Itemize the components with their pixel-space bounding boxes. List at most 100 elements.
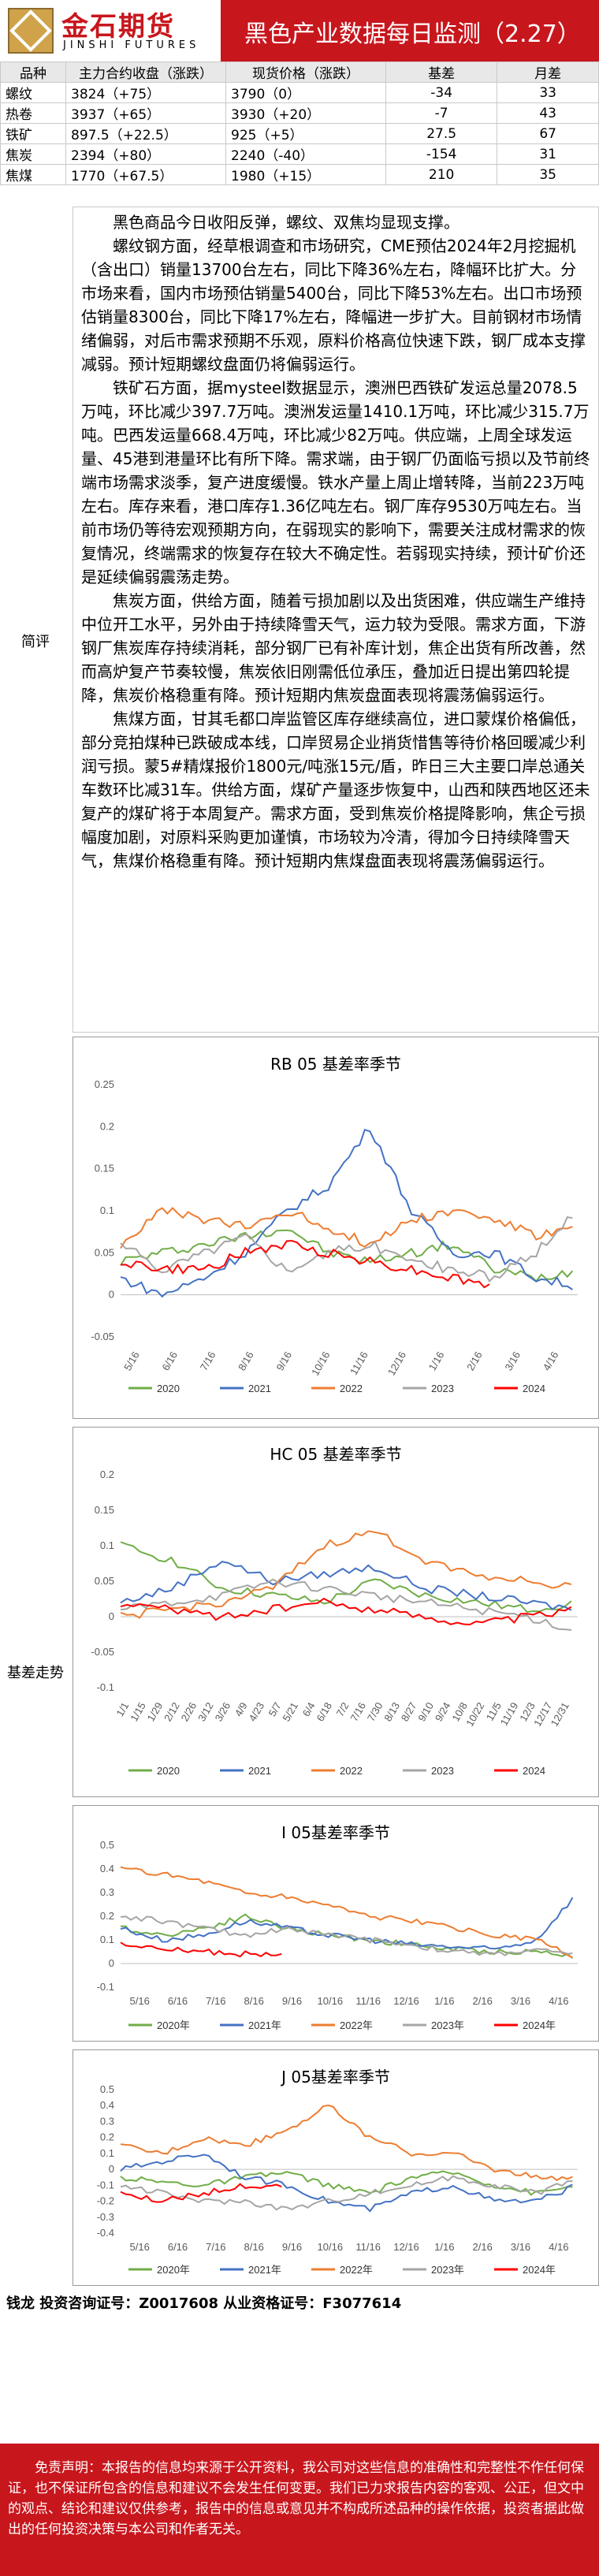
logo-mark-icon: [8, 8, 54, 54]
summary-paragraph: 铁矿石方面，据mysteel数据显示，澳洲巴西铁矿发运总量2078.5万吨，环比…: [81, 378, 590, 586]
x-tick-label: 1/16: [434, 2241, 454, 2253]
chart-i05: I 05基差率季节 -0.1 0 0.1 0.2 0.3 0.4 0.5 5/16 6/16 7/…: [73, 1805, 599, 2042]
x-tick-label: 4/23: [247, 1700, 267, 1723]
table-cell: -7: [385, 102, 498, 124]
summary-commentary: 黑色商品今日收阳反弹，螺纹、双焦均显现支撑。 螺纹钢方面，经草根调查和市场研究，…: [73, 207, 599, 1033]
y-tick-label: 0.5: [100, 1839, 114, 1851]
x-tick-label: 7/16: [206, 1995, 225, 2007]
legend-label: 2020: [157, 1765, 180, 1777]
series-line-2020: [120, 1541, 572, 1614]
y-tick-label: 0.3: [100, 1886, 114, 1898]
summary-paragraph: 螺纹钢方面，经草根调查和市场研究，CME预估2024年2月挖掘机（含出口）销量1…: [81, 236, 586, 374]
series-line-2024: [120, 1597, 572, 1626]
table-row: 热卷 3937（+65） 3930（+20） -7 43: [0, 102, 599, 124]
series-line-2020年: [120, 2170, 573, 2196]
legend-label: 2021: [248, 1383, 271, 1394]
x-tick-label: 5/16: [121, 1349, 142, 1372]
summary-paragraph: 焦炭方面，供给方面，随着亏损加剧以及出货困难，供应端生产维持中位开工水平，另外由…: [81, 591, 586, 705]
table-cell: 210: [385, 164, 498, 185]
x-tick-label: 6/18: [314, 1700, 334, 1723]
legend-label: 2022年: [340, 2264, 373, 2276]
table-cell: 3824（+75）: [65, 82, 226, 103]
y-tick-label: 0.4: [100, 2099, 114, 2111]
x-tick-label: 11/16: [355, 2241, 381, 2253]
table-cell: 35: [497, 164, 599, 185]
x-tick-label: 12/16: [393, 1995, 419, 2007]
header-bar: 金石期货 JINSHI FUTURES 黑色产业数据每日监测（2.27）: [0, 0, 599, 61]
y-tick-label: 0: [109, 2163, 114, 2175]
chart-rb05-svg: -0.05 0 0.05 0.1 0.15 0.2 0.25 5/16 6/16 7/16 8/16…: [91, 1078, 578, 1394]
x-tick-label: 3/16: [502, 1349, 523, 1372]
x-tick-label: 12/16: [393, 2241, 419, 2253]
logo-text-cn: 金石期货: [61, 11, 175, 43]
x-tick-label: 2/26: [179, 1700, 199, 1723]
legend-label: 2024年: [523, 2019, 556, 2031]
y-tick-label: -0.4: [97, 2227, 114, 2239]
legend-label: 2024: [523, 1383, 545, 1394]
series-line-2021: [120, 1561, 572, 1611]
table-cell: 33: [497, 82, 599, 103]
summary-paragraph: 黑色商品今日收阳反弹，螺纹、双焦均显现支撑。: [113, 213, 459, 232]
y-tick-label: 0: [109, 1957, 114, 1969]
x-tick-label: 12/16: [385, 1349, 408, 1378]
disclaimer: 免责声明：本报告的信息均来源于公开资料，我公司对这些信息的准确性和完整性不作任何…: [0, 2444, 599, 2576]
legend-label: 2024: [523, 1765, 545, 1777]
quote-table-header: 品种 主力合约收盘（涨跌） 现货价格（涨跌） 基差 月差: [0, 61, 599, 83]
x-tick-label: 3/12: [195, 1700, 216, 1723]
y-tick-label: -0.2: [97, 2195, 114, 2207]
table-cell: 1770（+67.5）: [65, 164, 226, 185]
table-row: 焦炭 2394（+80） 2240（-40） -154 31: [0, 143, 599, 165]
y-tick-label: 0.05: [95, 1575, 114, 1587]
x-tick-label: 8/13: [381, 1700, 402, 1723]
x-tick-label: 3/26: [213, 1700, 233, 1723]
series-line-2024: [120, 1240, 490, 1289]
legend-label: 2024年: [523, 2264, 556, 2276]
table-cell: 3790（0）: [225, 82, 386, 103]
x-tick-label: 5/21: [281, 1700, 301, 1723]
y-tick-label: -0.05: [91, 1331, 114, 1342]
x-tick-label: 8/16: [236, 1349, 256, 1372]
y-tick-label: 0.15: [95, 1163, 114, 1174]
x-tick-label: 10/16: [318, 2241, 344, 2253]
series-line-2024年: [120, 1941, 282, 1958]
y-tick-label: 0.15: [95, 1504, 114, 1516]
legend-label: 2022年: [340, 2019, 373, 2031]
y-tick-label: 0.1: [100, 2147, 114, 2159]
table-row: 铁矿 897.5（+22.5） 925（+5） 27.5 67: [0, 123, 599, 144]
table-cell: 螺纹: [0, 82, 66, 103]
table-cell: 925（+5）: [225, 123, 386, 144]
quote-table: 品种 主力合约收盘（涨跌） 现货价格（涨跌） 基差 月差 螺纹 3824（+75…: [0, 61, 599, 185]
legend-label: 2021年: [248, 2019, 281, 2031]
table-cell: 3930（+20）: [225, 102, 386, 124]
y-tick-label: 0.1: [100, 1934, 114, 1945]
x-tick-label: 7/16: [348, 1700, 368, 1723]
y-tick-label: 0.2: [100, 2131, 114, 2143]
series-line-2022年: [120, 2104, 573, 2182]
table-cell: 27.5: [385, 123, 498, 144]
x-tick-label: 4/16: [549, 2241, 568, 2253]
series-line-2020: [120, 1229, 574, 1282]
table-cell: 3937（+65）: [65, 102, 226, 124]
chart-title: HC 05 基差率季节: [270, 1445, 402, 1464]
x-tick-label: 4/16: [549, 1995, 568, 2007]
table-cell: 31: [497, 143, 599, 165]
legend-label: 2020年: [157, 2264, 190, 2276]
y-tick-label: 0.3: [100, 2115, 114, 2127]
table-cell: 2240（-40）: [225, 143, 386, 165]
y-tick-label: 0.2: [100, 1120, 114, 1132]
y-tick-label: 0: [109, 1289, 114, 1301]
y-tick-label: 0.25: [95, 1078, 114, 1090]
y-tick-label: 0.2: [100, 1469, 114, 1480]
chart-i05-svg: -0.1 0 0.1 0.2 0.3 0.4 0.5 5/16 6/16 7/16 8/16 9/16…: [97, 1839, 578, 2031]
x-tick-label: 11/19: [498, 1700, 521, 1728]
summary-paragraph: 焦煤方面，甘其毛都口岸监管区库存继续高位，进口蒙煤价格偏低，部分竞拍煤种已跌破成…: [81, 709, 590, 870]
x-tick-label: 1/16: [426, 1349, 447, 1372]
x-tick-label: 1/29: [145, 1700, 166, 1723]
y-tick-label: 0: [109, 1610, 114, 1622]
legend-label: 2023: [431, 1765, 454, 1777]
header-cell: 现货价格（涨跌）: [225, 61, 386, 83]
x-tick-label: 7/30: [365, 1700, 385, 1723]
x-tick-label: 8/16: [244, 2241, 264, 2253]
legend-label: 2023年: [431, 2264, 464, 2276]
x-tick-label: 9/10: [415, 1700, 436, 1723]
